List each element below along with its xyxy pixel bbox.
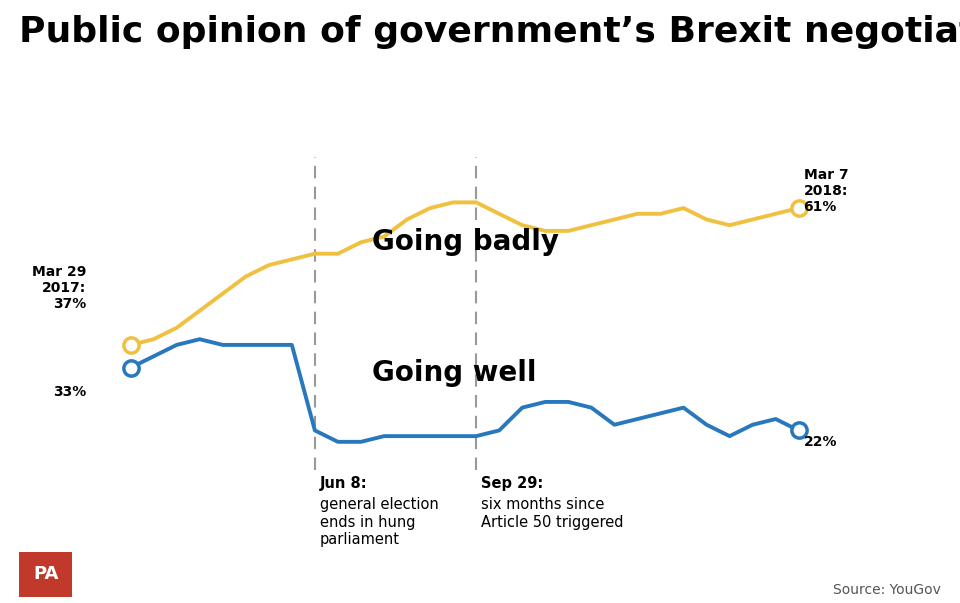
Text: 33%: 33% — [53, 385, 86, 399]
Text: six months since
Article 50 triggered: six months since Article 50 triggered — [481, 497, 623, 530]
Text: Sep 29:: Sep 29: — [481, 476, 543, 491]
Text: 22%: 22% — [804, 435, 837, 449]
Text: Source: YouGov: Source: YouGov — [833, 583, 941, 597]
Text: Going badly: Going badly — [372, 229, 560, 256]
Text: Mar 29
2017:
37%: Mar 29 2017: 37% — [32, 265, 86, 311]
Text: Going well: Going well — [372, 359, 537, 387]
Text: Jun 8:: Jun 8: — [320, 476, 368, 491]
Text: Public opinion of government’s Brexit negotiations: Public opinion of government’s Brexit ne… — [19, 15, 960, 49]
Text: general election
ends in hung
parliament: general election ends in hung parliament — [320, 497, 439, 548]
Text: PA: PA — [33, 566, 59, 583]
Text: Mar 7
2018:
61%: Mar 7 2018: 61% — [804, 168, 848, 214]
